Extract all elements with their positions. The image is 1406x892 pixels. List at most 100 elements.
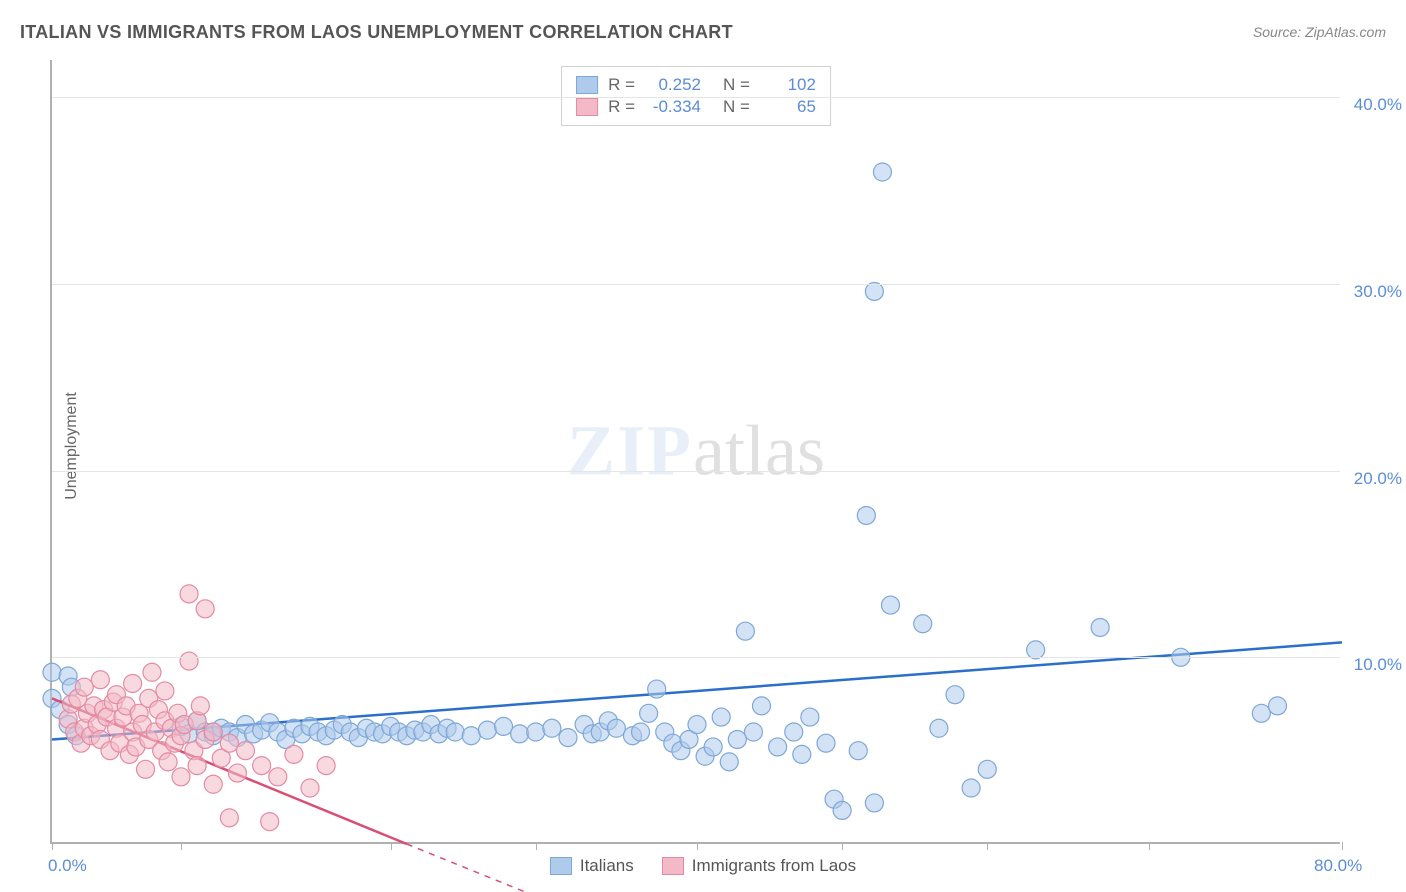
data-point	[720, 753, 738, 771]
chart-title: ITALIAN VS IMMIGRANTS FROM LAOS UNEMPLOY…	[20, 22, 733, 43]
y-tick-label: 20.0%	[1354, 469, 1402, 489]
data-point	[543, 719, 561, 737]
data-point	[817, 734, 835, 752]
data-point	[191, 697, 209, 715]
stats-legend-row: R =0.252N =102	[576, 75, 816, 95]
stat-label: N =	[723, 75, 750, 95]
data-point	[688, 716, 706, 734]
data-point	[753, 697, 771, 715]
data-point	[261, 813, 279, 831]
legend-item: Immigrants from Laos	[662, 856, 856, 876]
data-point	[172, 768, 190, 786]
n-value: 65	[760, 97, 816, 117]
x-tick	[697, 842, 698, 850]
gridline	[52, 284, 1340, 285]
x-tick	[181, 842, 182, 850]
gridline	[52, 97, 1340, 98]
data-point	[143, 663, 161, 681]
data-point	[793, 745, 811, 763]
data-point	[736, 622, 754, 640]
data-point	[1269, 697, 1287, 715]
stats-legend-row: R = -0.334 N = 65	[576, 97, 816, 117]
series-legend: Italians Immigrants from Laos	[0, 856, 1406, 880]
x-tick	[842, 842, 843, 850]
data-point	[75, 678, 93, 696]
legend-label: Italians	[580, 856, 634, 876]
stat-label: R =	[608, 75, 635, 95]
data-point	[204, 723, 222, 741]
x-tick	[536, 842, 537, 850]
data-point	[527, 723, 545, 741]
stat-label: R =	[608, 97, 635, 117]
y-tick-label: 30.0%	[1354, 282, 1402, 302]
data-point	[833, 801, 851, 819]
data-point	[269, 768, 287, 786]
stat-label: N =	[723, 97, 750, 117]
legend-swatch	[662, 857, 684, 875]
x-tick	[1342, 842, 1343, 850]
data-point	[462, 727, 480, 745]
data-point	[930, 719, 948, 737]
data-point	[196, 600, 214, 618]
data-point	[873, 163, 891, 181]
plot-svg	[52, 60, 1340, 842]
data-point	[882, 596, 900, 614]
x-tick	[987, 842, 988, 850]
legend-swatch	[576, 76, 598, 94]
data-point	[91, 671, 109, 689]
data-point	[220, 809, 238, 827]
data-point	[978, 760, 996, 778]
stats-legend: R =0.252N =102R =-0.334N =65	[561, 66, 831, 126]
data-point	[495, 717, 513, 735]
data-point	[317, 757, 335, 775]
data-point	[865, 282, 883, 300]
data-point	[220, 734, 238, 752]
data-point	[188, 757, 206, 775]
data-point	[962, 779, 980, 797]
data-point	[914, 615, 932, 633]
legend-swatch	[576, 98, 598, 116]
legend-item: Italians	[550, 856, 634, 876]
data-point	[1252, 704, 1270, 722]
data-point	[712, 708, 730, 726]
data-point	[478, 721, 496, 739]
data-point	[704, 738, 722, 756]
data-point	[801, 708, 819, 726]
data-point	[253, 757, 271, 775]
data-point	[632, 723, 650, 741]
data-point	[946, 686, 964, 704]
gridline	[52, 657, 1340, 658]
plot-area: ZIPatlas R =0.252N =102R =-0.334N =65 10…	[50, 60, 1340, 844]
data-point	[228, 764, 246, 782]
y-tick-label: 10.0%	[1354, 655, 1402, 675]
data-point	[137, 760, 155, 778]
x-tick	[52, 842, 53, 850]
data-point	[159, 753, 177, 771]
data-point	[43, 663, 61, 681]
y-tick-label: 40.0%	[1354, 95, 1402, 115]
data-point	[446, 723, 464, 741]
data-point	[849, 742, 867, 760]
data-point	[744, 723, 762, 741]
data-point	[607, 719, 625, 737]
r-value: -0.334	[645, 97, 701, 117]
data-point	[857, 506, 875, 524]
data-point	[648, 680, 666, 698]
data-point	[301, 779, 319, 797]
data-point	[1027, 641, 1045, 659]
data-point	[1091, 618, 1109, 636]
x-tick	[1149, 842, 1150, 850]
data-point	[204, 775, 222, 793]
x-tick	[391, 842, 392, 850]
data-point	[559, 729, 577, 747]
data-point	[156, 682, 174, 700]
n-value: 102	[760, 75, 816, 95]
data-point	[237, 742, 255, 760]
legend-swatch	[550, 857, 572, 875]
data-point	[728, 730, 746, 748]
source-credit: Source: ZipAtlas.com	[1253, 24, 1386, 40]
data-point	[640, 704, 658, 722]
gridline	[52, 471, 1340, 472]
data-point	[180, 585, 198, 603]
data-point	[865, 794, 883, 812]
